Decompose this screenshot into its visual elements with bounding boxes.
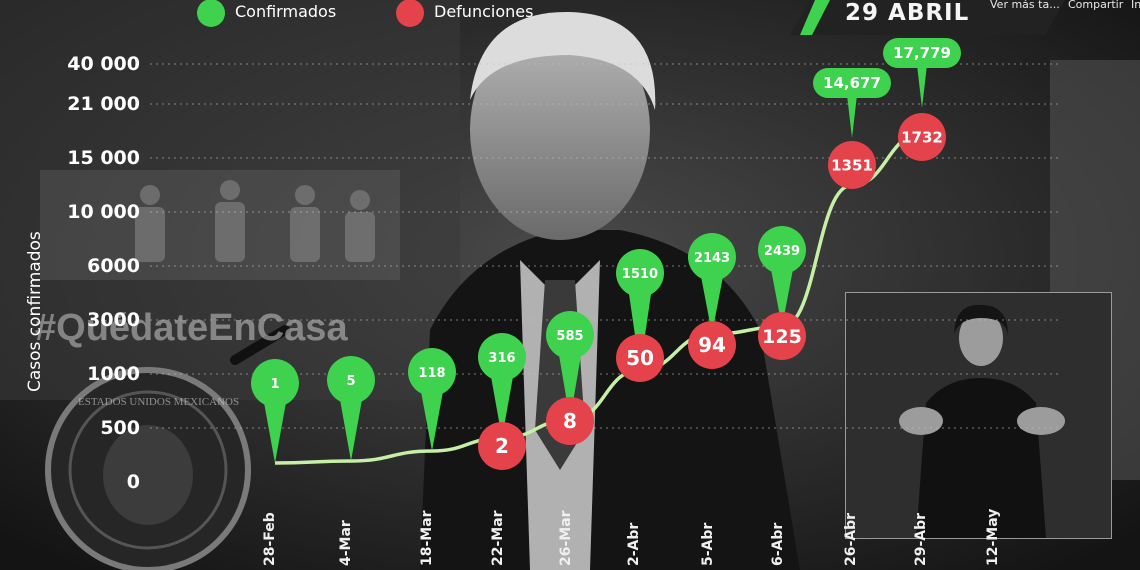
deaths-marker — [478, 422, 526, 470]
confirmed-pin-stem — [700, 271, 724, 334]
confirmed-pin-head — [478, 333, 526, 381]
confirmed-pin-stem — [847, 95, 857, 138]
deaths-value-label: 50 — [626, 346, 654, 370]
seal-text: ESTADOS UNIDOS MEXICANOS — [78, 396, 239, 408]
confirmed-pin-stem — [420, 386, 444, 451]
info-link[interactable]: In — [1131, 0, 1140, 11]
confirmed-value-label: 5 — [346, 374, 355, 389]
watch-more-link[interactable]: Ver más ta... — [990, 0, 1060, 11]
confirmed-pin-stem — [558, 349, 582, 420]
confirmed-value-label: 118 — [418, 366, 445, 381]
confirmed-pin-head — [616, 249, 664, 297]
confirmed-pin-head — [758, 226, 806, 274]
y-tick-label: 10 000 — [67, 201, 140, 223]
deaths-marker — [758, 312, 806, 360]
deaths-value-label: 125 — [762, 326, 802, 348]
confirmed-pin-head — [408, 348, 456, 396]
deaths-value-label: 94 — [698, 333, 726, 357]
confirmed-value-label: 17,779 — [893, 44, 951, 62]
confirmed-pin-head — [883, 38, 961, 68]
deaths-value-label: 2 — [495, 434, 509, 458]
confirmed-pin-stem — [490, 371, 514, 438]
deaths-value-label: 1351 — [831, 156, 873, 174]
confirmed-pin-head — [546, 311, 594, 359]
sign-language-window — [845, 292, 1112, 539]
deaths-value-label: 1732 — [901, 128, 943, 146]
share-link[interactable]: Compartir — [1068, 0, 1124, 11]
confirmed-value-label: 14,677 — [823, 74, 881, 92]
confirmed-value-label: 2143 — [694, 251, 730, 266]
trend-line — [274, 132, 923, 465]
deaths-value-label: 8 — [563, 409, 577, 433]
legend-confirmed-dot — [197, 0, 225, 27]
deaths-marker — [828, 141, 876, 189]
confirmed-pin-stem — [770, 264, 794, 327]
confirmed-value-label: 1510 — [622, 267, 658, 282]
date-label: 29 ABRIL — [845, 0, 970, 26]
confirmed-value-label: 2439 — [764, 244, 800, 259]
deaths-marker — [898, 113, 946, 161]
confirmed-value-label: 316 — [488, 351, 515, 366]
y-tick-label: 1000 — [87, 363, 140, 385]
deaths-marker — [546, 397, 594, 445]
deaths-marker — [616, 334, 664, 382]
y-tick-label: 40 000 — [67, 53, 140, 75]
deaths-marker — [688, 321, 736, 369]
confirmed-pin-head — [688, 233, 736, 281]
confirmed-pin-stem — [628, 287, 652, 370]
legend-deaths-label: Defunciones — [434, 2, 534, 21]
banner-hashtag: #QuédateEnCasa — [35, 307, 348, 349]
confirmed-pin-stem — [263, 397, 287, 463]
y-tick-label: 21 000 — [67, 93, 140, 115]
confirmed-pin-head — [813, 68, 891, 98]
confirmed-pin-stem — [917, 65, 927, 108]
y-tick-label: 6000 — [87, 255, 140, 277]
confirmed-pin-head — [327, 356, 375, 404]
confirmed-value-label: 585 — [556, 329, 583, 344]
confirmed-value-label: 1 — [270, 377, 279, 392]
legend-confirmed-label: Confirmados — [235, 2, 337, 21]
y-tick-label: 3000 — [87, 309, 140, 331]
interpreter-figure — [846, 293, 1111, 538]
y-tick-label: 0 — [126, 471, 140, 493]
legend-deaths-dot — [396, 0, 424, 27]
y-tick-label: 15 000 — [67, 147, 140, 169]
y-tick-label: 500 — [100, 417, 140, 439]
confirmed-pin-stem — [339, 394, 363, 461]
confirmed-pin-head — [251, 359, 299, 407]
